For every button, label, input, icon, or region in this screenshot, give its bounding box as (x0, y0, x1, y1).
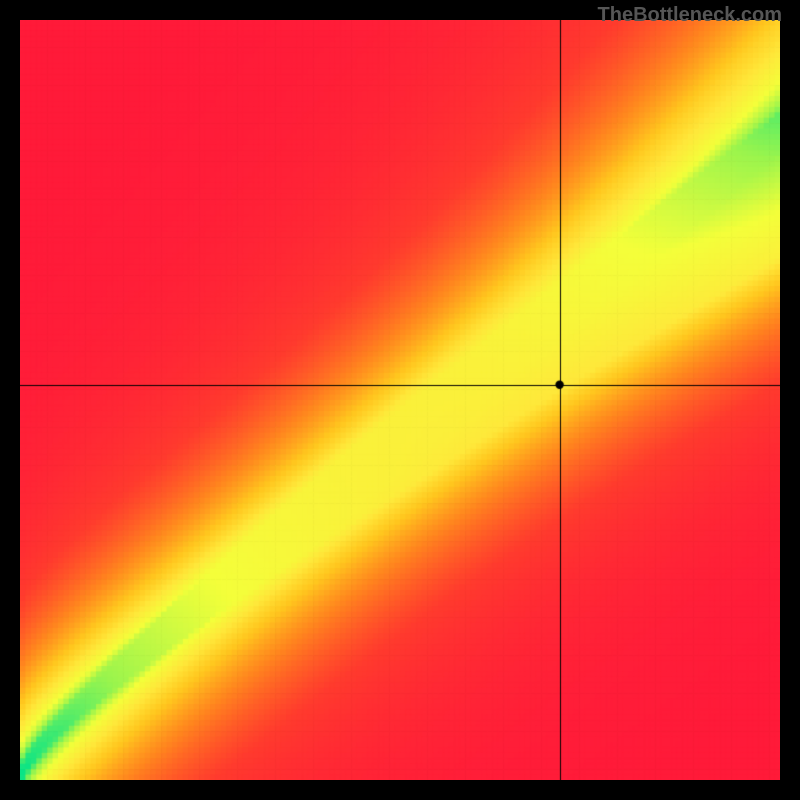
chart-container: TheBottleneck.com (0, 0, 800, 800)
watermark-text: TheBottleneck.com (598, 4, 782, 27)
crosshair-overlay (20, 20, 780, 780)
